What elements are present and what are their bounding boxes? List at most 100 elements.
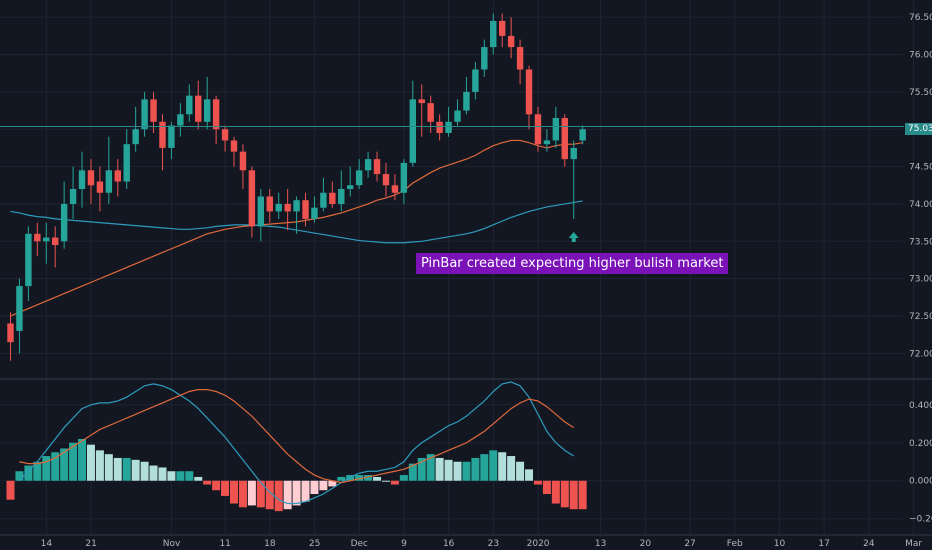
- candle[interactable]: [266, 189, 273, 223]
- macd-histogram-bar[interactable]: [194, 476, 203, 481]
- macd-histogram-bar[interactable]: [15, 471, 24, 481]
- candle[interactable]: [123, 129, 130, 189]
- candle[interactable]: [25, 226, 32, 302]
- candle-body[interactable]: [516, 47, 524, 70]
- candle-body[interactable]: [400, 162, 408, 193]
- macd-histogram-bar[interactable]: [471, 457, 480, 481]
- macd-histogram-bar[interactable]: [283, 480, 292, 510]
- candle-body[interactable]: [499, 20, 506, 36]
- candle-body[interactable]: [320, 192, 327, 208]
- candle-body[interactable]: [212, 99, 220, 130]
- macd-histogram-bar[interactable]: [381, 480, 390, 482]
- candle[interactable]: [355, 159, 363, 189]
- candle[interactable]: [78, 151, 86, 208]
- candle-body[interactable]: [159, 121, 166, 148]
- candle-body[interactable]: [490, 20, 497, 48]
- candle[interactable]: [391, 174, 399, 201]
- macd-histogram-bar[interactable]: [435, 457, 444, 481]
- macd-histogram-bar[interactable]: [525, 469, 534, 481]
- macd-histogram-bar[interactable]: [203, 480, 212, 485]
- macd-histogram-bar[interactable]: [78, 438, 87, 481]
- macd-histogram-bar[interactable]: [131, 459, 140, 481]
- candle[interactable]: [275, 192, 282, 219]
- candle[interactable]: [159, 114, 166, 171]
- candle-body[interactable]: [195, 95, 202, 122]
- candle[interactable]: [168, 121, 175, 160]
- macd-histogram[interactable]: [6, 438, 587, 512]
- candle-body[interactable]: [114, 170, 121, 182]
- candle-body[interactable]: [69, 189, 77, 204]
- candle-body[interactable]: [52, 237, 59, 246]
- candle-body[interactable]: [543, 140, 551, 145]
- macd-histogram-bar[interactable]: [462, 461, 471, 481]
- candle-body[interactable]: [570, 147, 577, 160]
- candle-body[interactable]: [105, 170, 113, 193]
- candle-body[interactable]: [364, 159, 372, 171]
- macd-histogram-bar[interactable]: [51, 452, 60, 481]
- candle[interactable]: [257, 189, 265, 242]
- macd-histogram-bar[interactable]: [86, 444, 95, 481]
- candle[interactable]: [445, 106, 452, 137]
- candle[interactable]: [543, 129, 551, 152]
- macd-histogram-bar[interactable]: [507, 456, 516, 481]
- candle-body[interactable]: [230, 140, 238, 152]
- candle[interactable]: [400, 159, 408, 204]
- candle[interactable]: [463, 76, 470, 115]
- candle[interactable]: [60, 181, 68, 249]
- macd-histogram-bar[interactable]: [113, 457, 122, 481]
- candle-body[interactable]: [7, 323, 14, 343]
- macd-histogram-bar[interactable]: [551, 480, 560, 504]
- macd-histogram-bar[interactable]: [516, 461, 525, 481]
- candle-body[interactable]: [16, 286, 23, 331]
- candle-body[interactable]: [382, 174, 390, 186]
- candle-body[interactable]: [561, 118, 568, 160]
- macd-histogram-bar[interactable]: [480, 454, 489, 481]
- macd-histogram-bar[interactable]: [69, 442, 78, 481]
- candle-body[interactable]: [221, 129, 229, 141]
- macd-histogram-bar[interactable]: [301, 480, 310, 502]
- candle-body[interactable]: [391, 185, 399, 193]
- macd-histogram-bar[interactable]: [346, 475, 355, 481]
- candle-body[interactable]: [329, 192, 336, 204]
- candle[interactable]: [230, 136, 238, 167]
- candle-body[interactable]: [373, 159, 381, 175]
- macd-histogram-bar[interactable]: [274, 480, 283, 512]
- macd-histogram-bar[interactable]: [149, 465, 158, 481]
- candle-body[interactable]: [25, 233, 32, 287]
- candle[interactable]: [579, 125, 586, 145]
- macd-histogram-bar[interactable]: [24, 465, 33, 481]
- candle[interactable]: [373, 151, 381, 182]
- macd-histogram-bar[interactable]: [140, 461, 149, 481]
- macd-histogram-bar[interactable]: [104, 454, 113, 481]
- macd-axis[interactable]: 0.400 0.200 0.000 −0.200: [909, 401, 932, 525]
- candle[interactable]: [43, 222, 50, 264]
- candle-body[interactable]: [87, 170, 95, 186]
- macd-histogram-bar[interactable]: [6, 480, 15, 500]
- candle[interactable]: [338, 170, 345, 212]
- macd-histogram-bar[interactable]: [444, 459, 453, 481]
- candle[interactable]: [481, 39, 488, 77]
- candle[interactable]: [418, 84, 425, 137]
- macd-histogram-bar[interactable]: [238, 480, 247, 508]
- candle-body[interactable]: [248, 170, 256, 227]
- macd-histogram-bar[interactable]: [453, 461, 462, 481]
- candle-body[interactable]: [355, 170, 363, 186]
- candle[interactable]: [96, 166, 104, 212]
- macd-histogram-bar[interactable]: [542, 480, 551, 495]
- macd-histogram-bar[interactable]: [408, 463, 417, 481]
- macd-histogram-bar[interactable]: [399, 475, 408, 481]
- candle[interactable]: [534, 106, 542, 152]
- candle-body[interactable]: [257, 196, 265, 227]
- macd-histogram-bar[interactable]: [167, 471, 176, 481]
- candle-body[interactable]: [436, 121, 443, 133]
- macd-histogram-bar[interactable]: [292, 480, 301, 506]
- macd-histogram-bar[interactable]: [569, 480, 578, 510]
- candle[interactable]: [293, 196, 300, 234]
- macd-histogram-bar[interactable]: [185, 471, 194, 481]
- candle-body[interactable]: [141, 99, 148, 130]
- candle-body[interactable]: [302, 200, 309, 219]
- candle-body[interactable]: [60, 203, 68, 242]
- candle[interactable]: [347, 166, 354, 197]
- macd-histogram-bar[interactable]: [42, 456, 51, 481]
- candle[interactable]: [311, 196, 318, 223]
